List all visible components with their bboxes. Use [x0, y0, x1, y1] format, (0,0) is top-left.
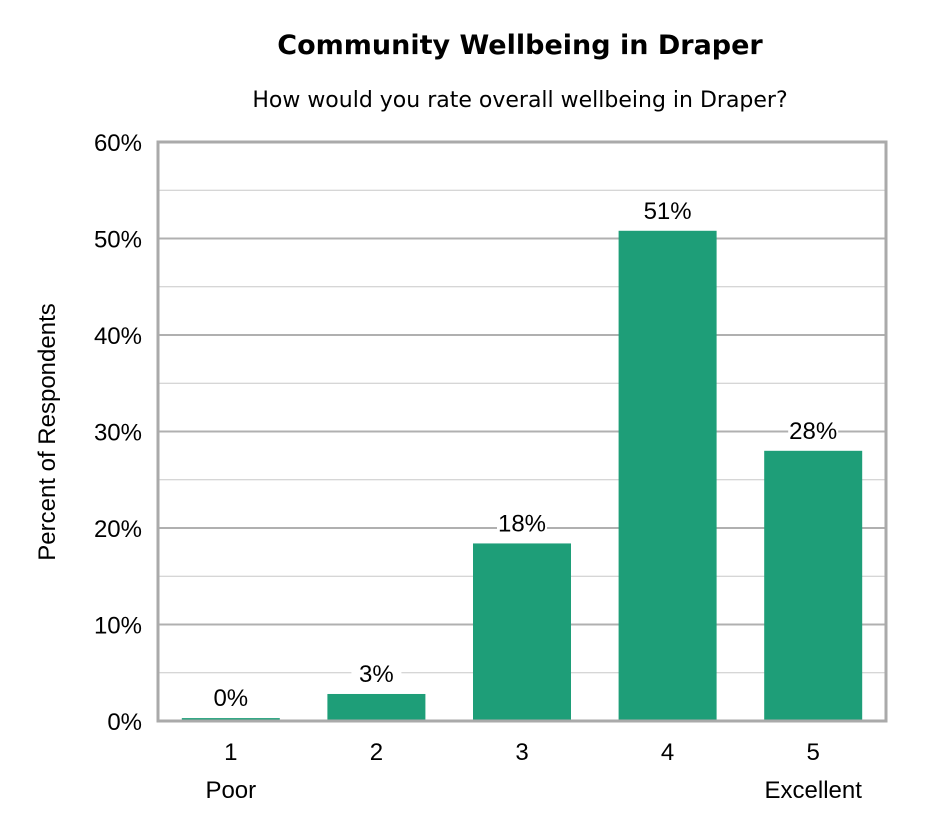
data-label-background	[205, 684, 256, 711]
bar	[327, 693, 426, 721]
bar	[473, 543, 571, 721]
x-tick-label: 5	[807, 739, 820, 766]
x-tick-label: 4	[661, 739, 674, 766]
y-tick-label: 20%	[94, 516, 142, 543]
y-tick-label: 50%	[94, 227, 142, 254]
y-tick-label: 0%	[107, 709, 142, 736]
bar	[764, 450, 863, 721]
bar	[618, 230, 717, 721]
y-axis-label: Percent of Respondents	[34, 303, 61, 561]
y-tick-label: 10%	[94, 613, 142, 640]
data-label: 3%	[359, 661, 394, 688]
x-tick-label: 2	[370, 739, 383, 766]
data-label: 51%	[644, 198, 692, 225]
x-tick-label: Excellent	[765, 777, 863, 804]
x-tick-label: Poor	[205, 777, 256, 804]
data-label-background	[788, 416, 839, 443]
data-label-background	[642, 196, 693, 223]
data-label: 28%	[789, 418, 837, 445]
x-tick-label: 3	[515, 739, 528, 766]
data-label-background	[351, 659, 402, 686]
plot-area-border	[156, 140, 888, 723]
data-label: 0%	[213, 685, 248, 712]
data-label: 18%	[498, 510, 546, 537]
y-tick-label: 40%	[94, 323, 142, 350]
y-tick-label: 60%	[94, 130, 142, 157]
chart-subtitle: How would you rate overall wellbeing in …	[252, 88, 788, 113]
data-label-background	[497, 509, 547, 536]
chart-title: Community Wellbeing in Draper	[277, 30, 763, 61]
y-tick-label: 30%	[94, 420, 142, 447]
x-tick-label: 1	[224, 739, 237, 766]
